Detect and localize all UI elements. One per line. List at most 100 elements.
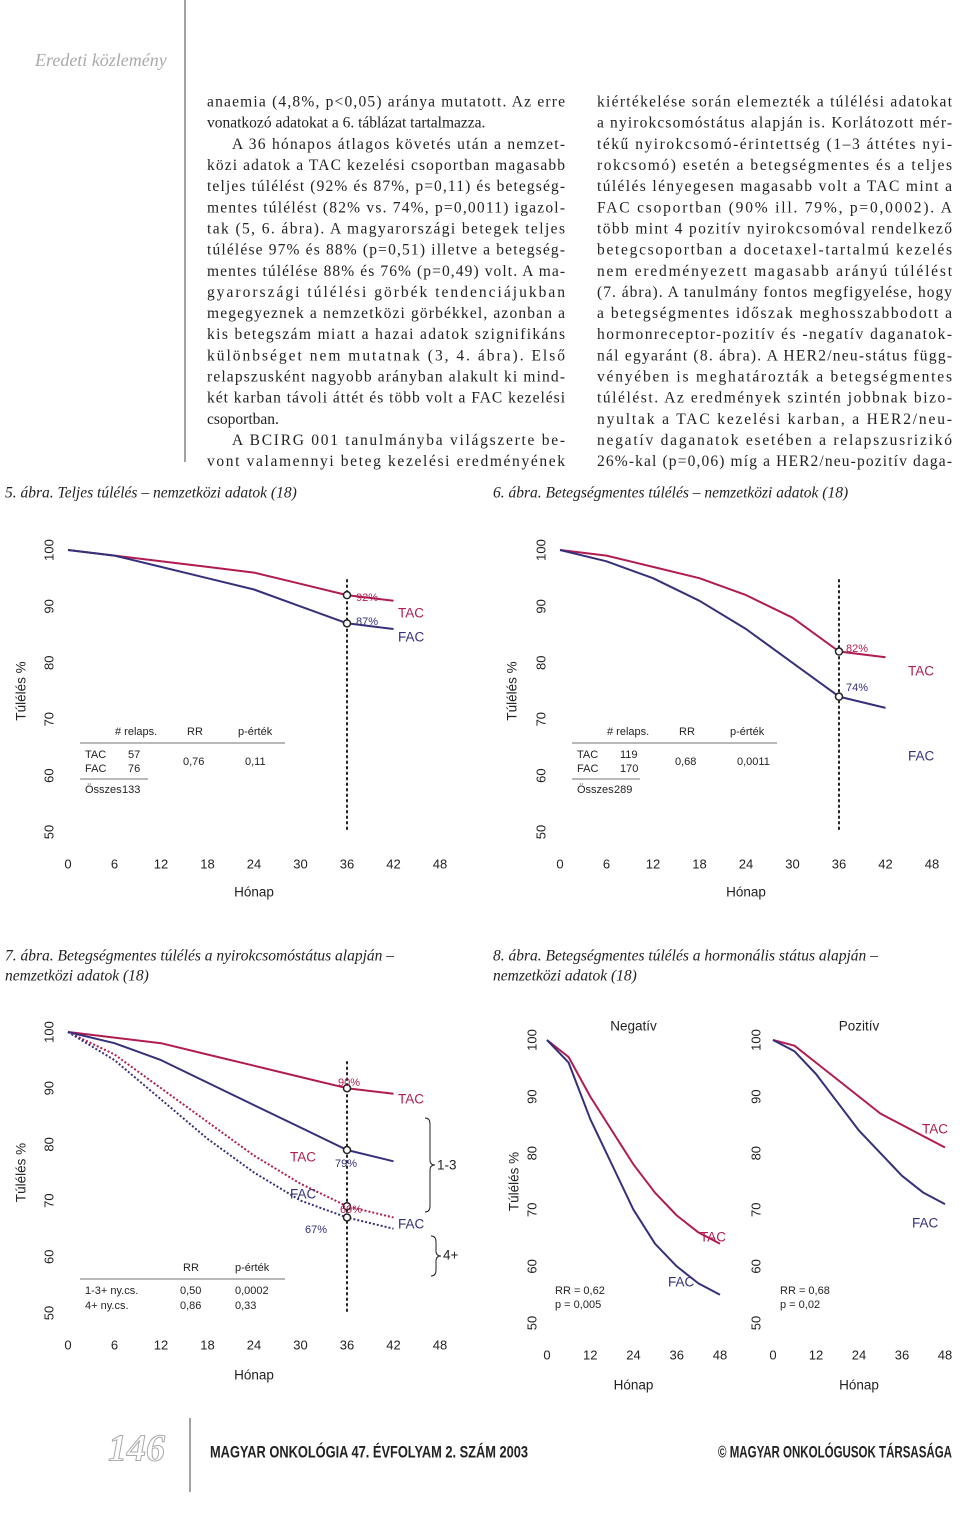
table-header: p-érték bbox=[238, 726, 273, 738]
survival-curve bbox=[67, 1031, 394, 1230]
y-tick-label: 90 bbox=[41, 599, 56, 613]
x-tick-label: 36 bbox=[340, 1337, 354, 1352]
body-line: a betegségmentes időszak meghosszabbodot… bbox=[597, 305, 952, 322]
x-tick-label: 0 bbox=[769, 1347, 776, 1362]
table-cell: FAC bbox=[577, 763, 598, 775]
body-line: mentes túlélése 88% és 76% (p=0,49) volt… bbox=[207, 263, 565, 280]
panel-title: Pozitív bbox=[839, 1019, 880, 1034]
x-tick-label: 18 bbox=[200, 856, 214, 871]
table-cell: 0,86 bbox=[180, 1300, 201, 1312]
table-cell: 119 bbox=[620, 749, 638, 761]
series-label: TAC bbox=[700, 1230, 726, 1245]
series-label: TAC bbox=[398, 1092, 424, 1107]
body-line: A 36 hónapos átlagos követés után a nemz… bbox=[232, 136, 565, 153]
y-axis-title: Túlélés % bbox=[14, 661, 29, 720]
copyright: © MAGYAR ONKOLÓGUSOK TÁRSASÁGA bbox=[718, 1442, 952, 1461]
figure-caption: nemzetközi adatok (18) bbox=[493, 968, 637, 985]
x-tick-label: 24 bbox=[739, 856, 753, 871]
x-axis-title: Hónap bbox=[234, 885, 274, 900]
series-label: TAC bbox=[922, 1122, 948, 1137]
body-line: nál egyaránt (8. ábra). A HER2/neu-státu… bbox=[597, 347, 952, 364]
y-tick-label: 90 bbox=[524, 1089, 539, 1103]
survival-curve bbox=[67, 1031, 394, 1095]
x-tick-label: 0 bbox=[543, 1347, 550, 1362]
table-header: # relaps. bbox=[115, 726, 157, 738]
y-tick-label: 50 bbox=[748, 1316, 763, 1330]
body-line: teljes túlélést (92% és 87%, p=0,11) és … bbox=[207, 178, 565, 195]
x-tick-label: 36 bbox=[340, 856, 354, 871]
panel-title: Negatív bbox=[610, 1019, 657, 1034]
x-tick-label: 42 bbox=[386, 1337, 400, 1352]
table-cell: Összes bbox=[577, 784, 614, 796]
table-header: RR bbox=[187, 726, 203, 738]
x-tick-label: 6 bbox=[111, 856, 118, 871]
marker-label: 87% bbox=[356, 616, 378, 628]
x-tick-label: 0 bbox=[556, 856, 563, 871]
survival-curve bbox=[772, 1039, 946, 1149]
marker bbox=[342, 1083, 352, 1093]
y-tick-label: 60 bbox=[41, 1250, 56, 1264]
body-line: hormonreceptor-pozitív és -negatív dagan… bbox=[597, 326, 952, 343]
table-cell: 0,76 bbox=[183, 756, 204, 768]
x-tick-label: 24 bbox=[626, 1347, 640, 1362]
series-label: FAC bbox=[668, 1275, 695, 1290]
survival-curve bbox=[67, 1031, 394, 1219]
y-tick-label: 90 bbox=[41, 1081, 56, 1095]
y-tick-label: 100 bbox=[524, 1029, 539, 1051]
body-line: tékű nyirokcsomó-érintettség (1–3 áttéte… bbox=[597, 136, 952, 153]
x-axis-title: Hónap bbox=[839, 1378, 879, 1393]
figure-caption: 5. ábra. Teljes túlélés – nemzetközi ada… bbox=[5, 485, 297, 502]
body-line: kiértékelése során elemezték a túlélési … bbox=[597, 94, 953, 111]
y-tick-label: 70 bbox=[41, 712, 56, 726]
body-line: anaemia (4,8%, p<0,05) aránya mutatott. … bbox=[207, 94, 565, 111]
y-axis-title: Túlélés % bbox=[505, 661, 520, 720]
marker bbox=[834, 692, 844, 701]
y-tick-label: 90 bbox=[748, 1089, 763, 1103]
page-number: 146 bbox=[108, 1428, 165, 1470]
table-cell: 0,33 bbox=[235, 1300, 256, 1312]
body-line: a nyirokcsomóstátus alapján is. Korlátoz… bbox=[597, 115, 952, 132]
figure-caption: nemzetközi adatok (18) bbox=[5, 968, 149, 985]
x-tick-label: 36 bbox=[670, 1347, 684, 1362]
y-tick-label: 100 bbox=[748, 1029, 763, 1051]
y-tick-label: 60 bbox=[41, 768, 56, 782]
survival-curve bbox=[559, 549, 886, 659]
survival-curve bbox=[67, 549, 394, 630]
x-axis-title: Hónap bbox=[234, 1368, 274, 1383]
body-line: 26%-kal (p=0,06) míg a HER2/neu-pozitív … bbox=[597, 453, 952, 470]
x-tick-label: 48 bbox=[925, 856, 939, 871]
table-cell: 4+ ny.cs. bbox=[85, 1300, 129, 1312]
marker-label: 79% bbox=[335, 1158, 357, 1170]
x-tick-label: 30 bbox=[293, 856, 307, 871]
x-tick-label: 24 bbox=[247, 856, 261, 871]
marker bbox=[342, 619, 352, 628]
table-cell: 1-3+ ny.cs. bbox=[85, 1285, 138, 1297]
x-tick-label: 36 bbox=[895, 1347, 909, 1362]
body-line: vényében is meghatározták a betegségment… bbox=[597, 369, 952, 386]
series-label: FAC bbox=[908, 749, 935, 764]
body-line: nem eredményezett magasabb arányú túlélé… bbox=[597, 263, 953, 280]
body-line: túlélése 97% és 88% (p=0,51) illetve a b… bbox=[207, 242, 565, 259]
group-bracket bbox=[430, 1235, 442, 1277]
y-axis-title: Túlélés % bbox=[507, 1152, 522, 1211]
group-label: 4+ bbox=[443, 1248, 459, 1263]
annotation: p = 0,005 bbox=[555, 1299, 601, 1311]
x-axis-title: Hónap bbox=[614, 1378, 654, 1393]
marker bbox=[342, 1213, 352, 1222]
body-line: nyultak a TAC kezelési karban, a HER2/ne… bbox=[597, 411, 952, 428]
table-header: # relaps. bbox=[607, 726, 649, 738]
table-cell: 0,50 bbox=[180, 1285, 201, 1297]
x-tick-label: 30 bbox=[785, 856, 799, 871]
x-tick-label: 12 bbox=[646, 856, 660, 871]
table-cell: 0,0011 bbox=[737, 756, 770, 768]
marker-label: 92% bbox=[356, 592, 378, 604]
table-header: p-érték bbox=[730, 726, 765, 738]
series-label: FAC bbox=[398, 630, 425, 645]
y-tick-label: 80 bbox=[41, 1137, 56, 1151]
table-header: RR bbox=[183, 1262, 199, 1274]
x-tick-label: 0 bbox=[64, 856, 71, 871]
body-line: A BCIRG 001 tanulmányba világszerte be- bbox=[232, 432, 565, 449]
x-tick-label: 12 bbox=[809, 1347, 823, 1362]
series-label: FAC bbox=[290, 1187, 317, 1202]
